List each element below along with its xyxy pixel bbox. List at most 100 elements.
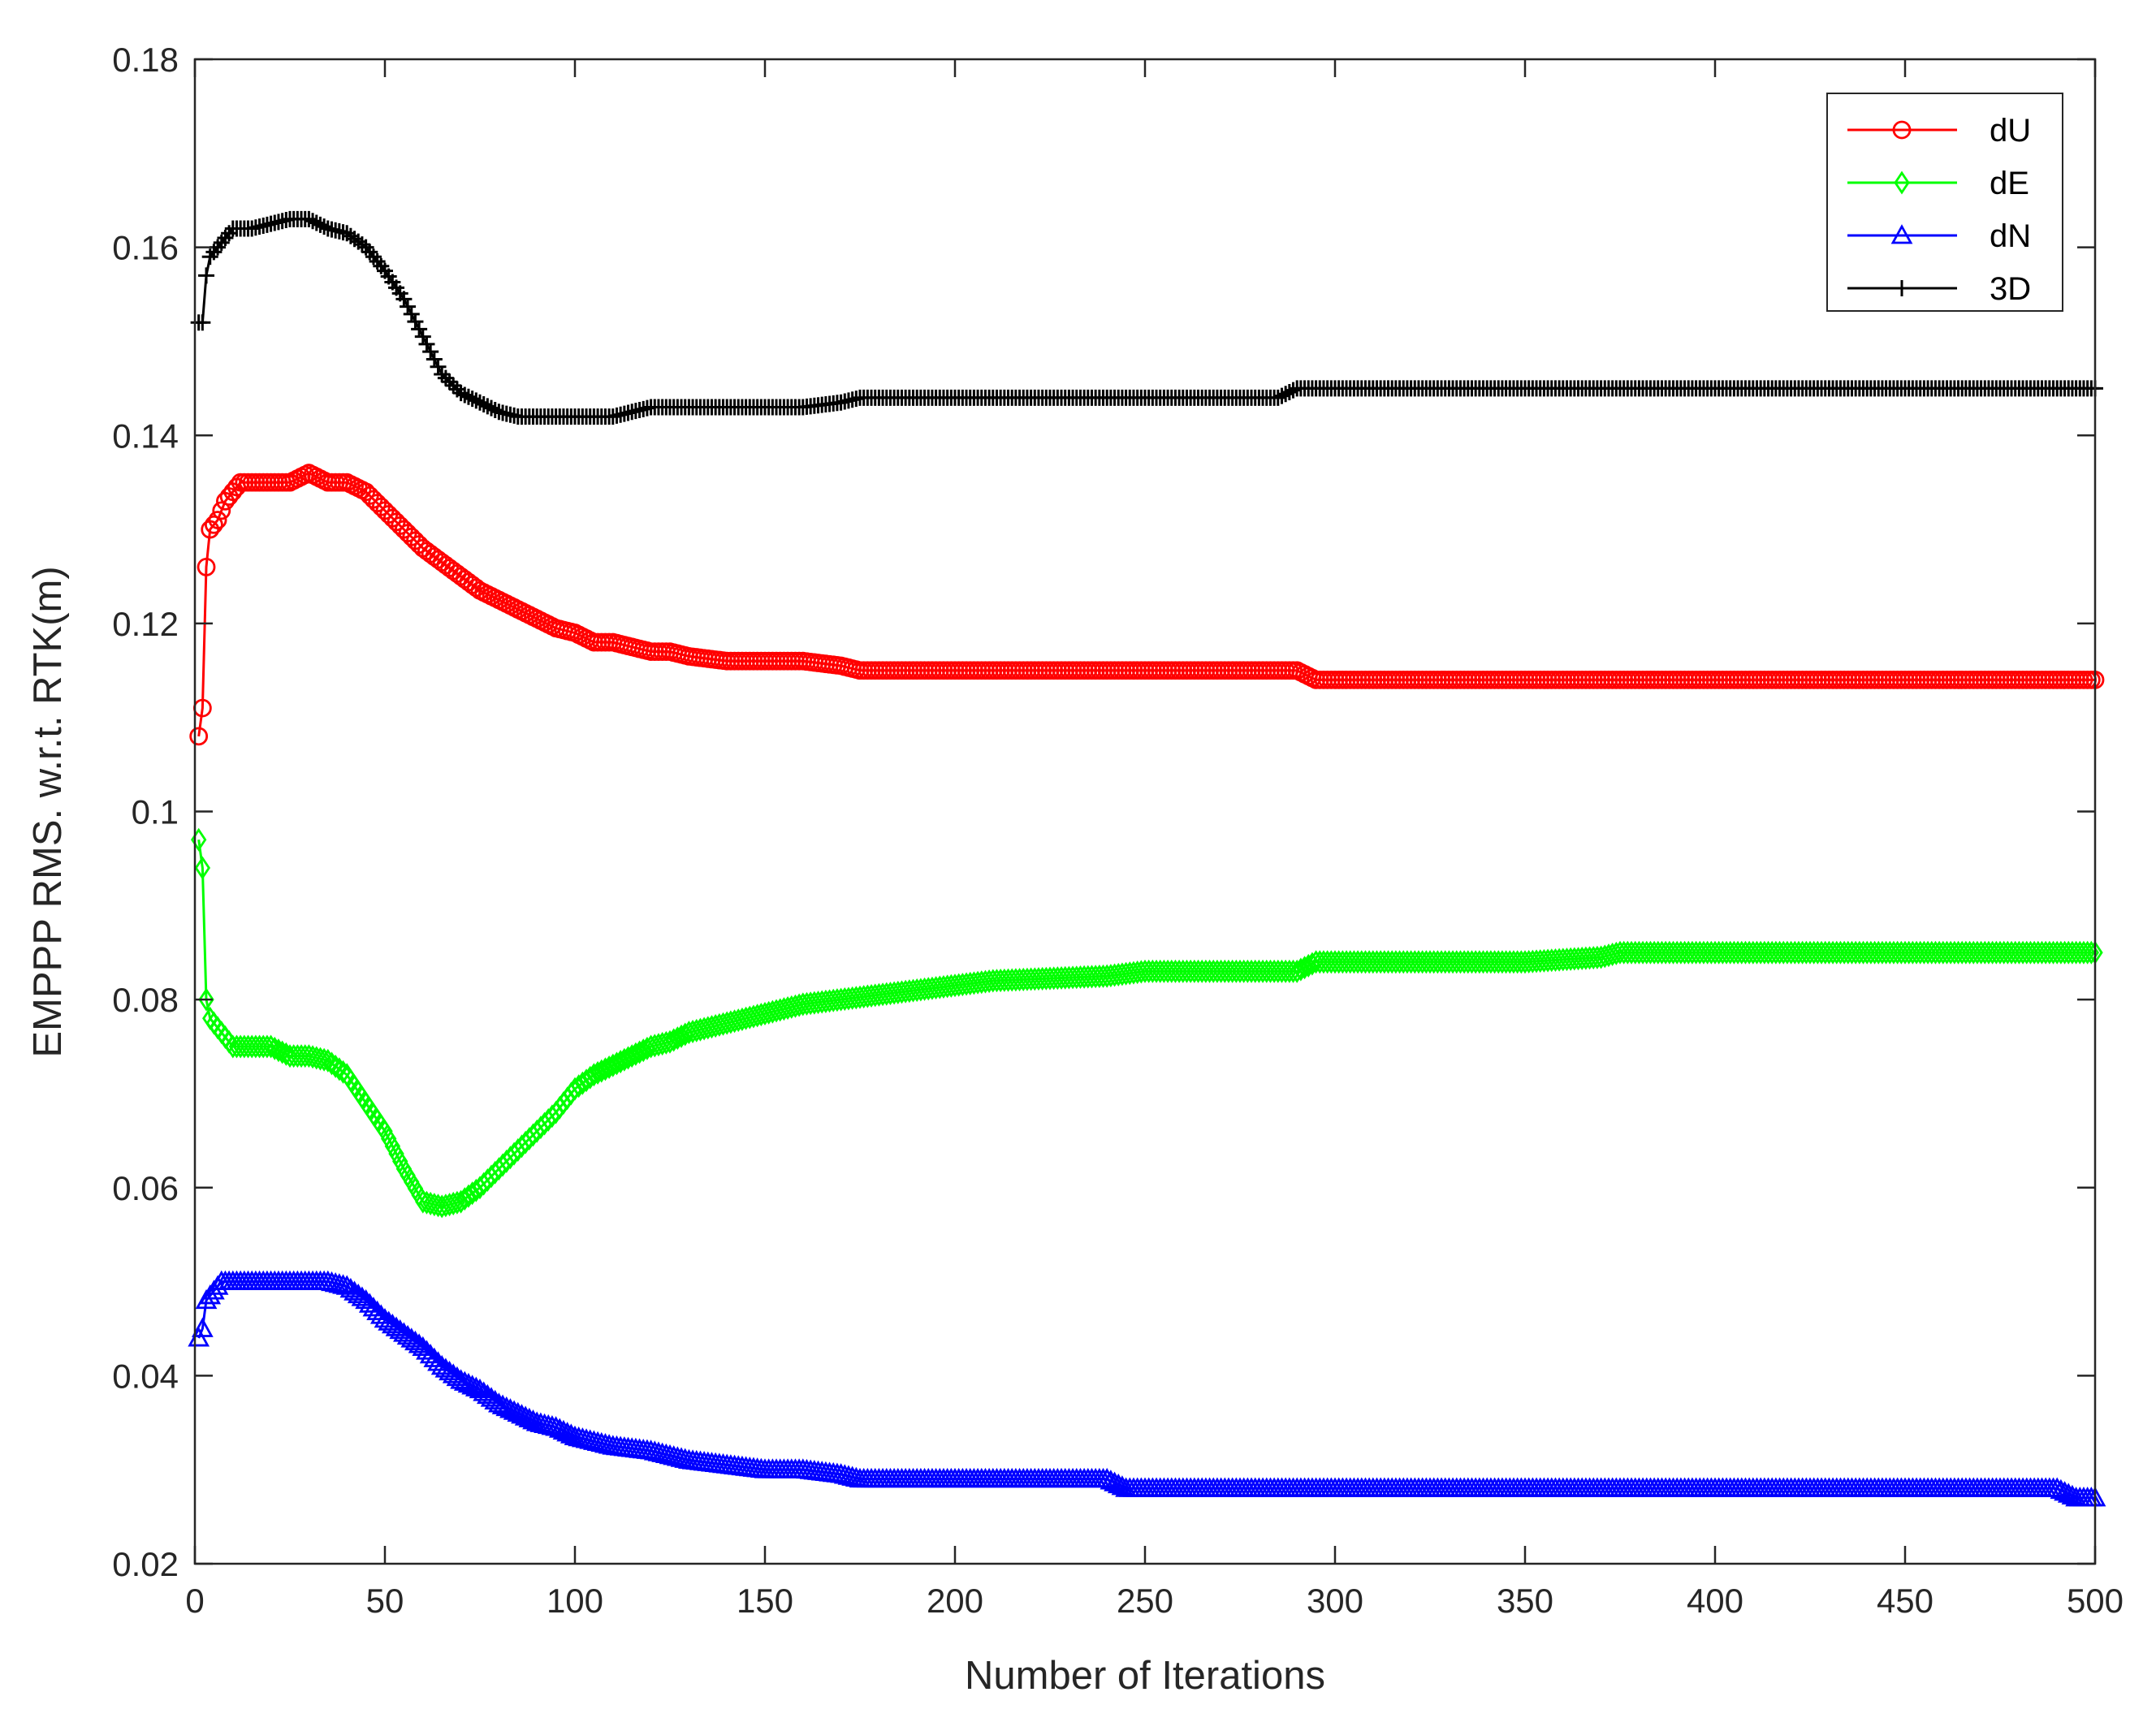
data-point-3D (486, 401, 503, 418)
legend-entry-dE: dE (1847, 166, 2029, 201)
data-point-dE (1095, 964, 1112, 988)
data-point-dE (1126, 960, 1142, 985)
data-point-dE (890, 980, 906, 1004)
x-axis-label: Number of Iterations (965, 1654, 1325, 1698)
legend-label: 3D (1990, 271, 2031, 307)
data-point-dE (832, 987, 849, 1012)
data-point-3D (468, 392, 485, 409)
data-point-3D (434, 365, 451, 382)
data-point-dE (331, 1057, 348, 1081)
data-point-dE (1517, 950, 1533, 974)
data-point-3D (411, 321, 428, 338)
data-point-3D (1281, 383, 1298, 400)
data-point-dN (335, 1275, 358, 1295)
data-point-3D (198, 267, 215, 284)
data-point-dU (197, 557, 216, 576)
data-point-dE (1604, 943, 1621, 967)
data-point-dE (673, 1024, 689, 1048)
data-point-dE (818, 989, 834, 1013)
data-point-dE (821, 989, 838, 1013)
data-point-dE (935, 974, 952, 999)
data-point-dE (1289, 959, 1305, 983)
data-point-dE (947, 973, 963, 998)
data-point-dE (943, 973, 960, 998)
data-point-dE (814, 990, 830, 1014)
y-tick-label: 0.08 (112, 981, 179, 1019)
y-tick-label: 0.16 (112, 229, 179, 267)
series-layer (188, 210, 2106, 1507)
data-point-dE (1293, 957, 1309, 982)
data-point-3D (1277, 386, 1294, 403)
data-point-dE (927, 976, 944, 1000)
x-tick-label: 200 (927, 1582, 983, 1620)
data-point-dE (871, 982, 888, 1007)
data-point-dE (612, 1050, 629, 1074)
data-point-dE (1121, 961, 1138, 986)
legend-entry-dU: dU (1847, 113, 2031, 149)
data-point-dN (369, 1304, 392, 1324)
data-point-3D (1273, 387, 1290, 404)
y-tick-label: 0.1 (132, 793, 179, 831)
data-point-dN (339, 1277, 362, 1298)
data-point-dE (859, 984, 876, 1008)
y-tick-label: 0.14 (112, 417, 179, 455)
data-point-dE (597, 1057, 614, 1081)
data-point-dE (1566, 947, 1583, 971)
data-point-dE (585, 1063, 603, 1087)
data-point-3D (194, 314, 211, 331)
data-point-dE (1570, 947, 1587, 971)
data-point-dU (208, 511, 227, 529)
data-point-dE (840, 986, 857, 1011)
data-point-dE (578, 1068, 594, 1093)
x-tick-label: 350 (1497, 1582, 1553, 1620)
data-point-dN (427, 1351, 449, 1371)
data-point-dE (924, 976, 940, 1000)
data-point-dE (1129, 960, 1146, 985)
series-3D (190, 210, 2103, 425)
data-point-dN (351, 1286, 374, 1306)
data-point-dE (1581, 946, 1598, 970)
y-axis-ticks: 0.02 0.04 0.06 0.08 0.1 0.12 0.14 0.16 0.18 (112, 41, 2095, 1583)
x-tick-label: 400 (1687, 1582, 1743, 1620)
data-point-dE (320, 1048, 336, 1073)
data-point-dE (1103, 964, 1119, 988)
data-point-3D (403, 305, 420, 322)
data-point-dE (806, 991, 823, 1015)
data-point-dE (1558, 947, 1575, 972)
data-point-3D (479, 398, 496, 415)
data-point-dE (825, 988, 841, 1012)
data-point-dE (590, 1060, 606, 1085)
data-point-3D (475, 396, 492, 413)
data-point-dE (616, 1047, 633, 1072)
series-dE (190, 827, 2103, 1219)
data-point-dN (355, 1288, 377, 1310)
data-point-dE (594, 1059, 610, 1083)
data-point-dE (867, 983, 884, 1008)
data-point-dE (567, 1077, 583, 1101)
data-point-dE (449, 1190, 465, 1215)
data-point-dE (662, 1030, 678, 1054)
data-point-dE (658, 1030, 675, 1055)
data-point-dE (1117, 961, 1134, 986)
data-point-dE (1578, 946, 1594, 970)
legend-entry-3D: 3D (1847, 271, 2031, 307)
data-point-dE (901, 979, 918, 1004)
data-point-dE (886, 981, 902, 1005)
legend-label: dN (1990, 218, 2031, 254)
data-point-dE (882, 982, 899, 1006)
data-point-dE (601, 1055, 617, 1080)
data-point-3D (300, 210, 318, 227)
data-point-3D (430, 358, 447, 375)
data-point-dE (270, 1038, 287, 1063)
data-point-dN (434, 1358, 457, 1378)
data-point-3D (437, 369, 454, 386)
data-point-3D (426, 351, 443, 368)
data-point-dN (389, 1319, 412, 1340)
data-point-dN (476, 1383, 499, 1405)
data-point-3D (460, 388, 477, 405)
data-point-dE (198, 987, 214, 1012)
plot-area (195, 59, 2095, 1564)
data-point-dE (266, 1036, 283, 1060)
data-point-dN (358, 1293, 381, 1313)
data-point-dE (905, 978, 922, 1003)
